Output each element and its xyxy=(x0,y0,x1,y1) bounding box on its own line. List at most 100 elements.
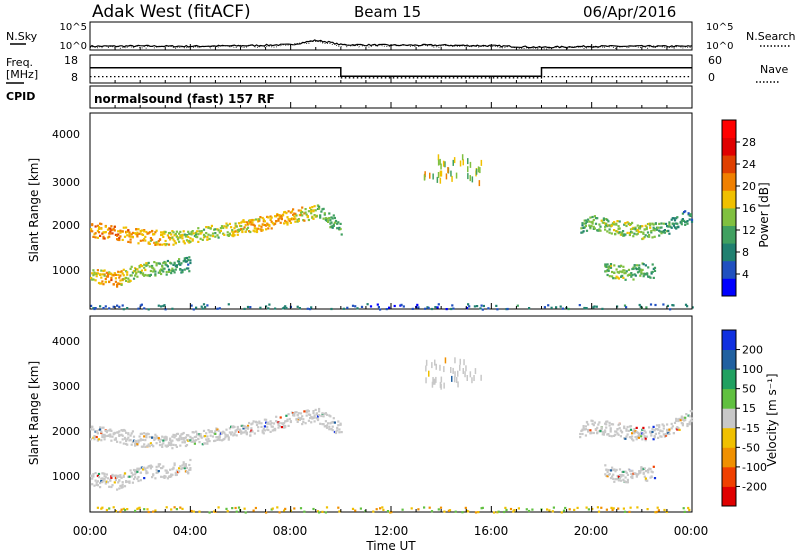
scatter-cell xyxy=(103,237,106,240)
scatter-cell xyxy=(258,422,261,425)
scatter-cell xyxy=(134,270,137,273)
scatter-cell xyxy=(260,225,263,228)
scatter-cell xyxy=(310,212,313,215)
scatter-cell xyxy=(437,172,440,178)
velocity-colorbar-ticklabel: -15 xyxy=(742,422,760,435)
scatter-cell xyxy=(666,428,669,431)
scatter-cell xyxy=(425,365,427,372)
scatter-cell xyxy=(234,230,237,233)
scatter-cell xyxy=(187,258,190,262)
scatter-cell xyxy=(162,231,165,234)
velocity-ytick-3000: 3000 xyxy=(52,380,80,393)
scatter-cell xyxy=(624,278,627,281)
scatter-cell xyxy=(139,479,142,482)
scatter-cell xyxy=(189,261,192,265)
scatter-cell xyxy=(166,477,169,480)
scatter-cell xyxy=(437,154,440,161)
scatter-cell xyxy=(340,233,343,236)
scatter-cell xyxy=(244,426,247,430)
scatter-cell xyxy=(139,239,142,242)
scatter-cell xyxy=(137,307,140,310)
scatter-cell xyxy=(143,477,146,480)
scatter-cell xyxy=(240,432,243,435)
scatter-cell xyxy=(262,432,265,435)
scatter-cell xyxy=(663,229,666,232)
scatter-cell xyxy=(289,221,292,224)
scatter-cell xyxy=(187,230,190,233)
scatter-cell xyxy=(624,470,627,473)
scatter-cell xyxy=(161,233,164,236)
scatter-cell xyxy=(254,218,257,221)
scatter-cell xyxy=(675,427,678,430)
scatter-cell xyxy=(249,434,252,437)
scatter-cell xyxy=(153,438,156,441)
scatter-cell xyxy=(151,443,154,446)
scatter-cell xyxy=(220,225,224,228)
scatter-cell xyxy=(531,508,534,511)
scatter-cell xyxy=(301,423,304,426)
scatter-cell xyxy=(382,508,385,511)
scatter-cell xyxy=(121,481,124,484)
scatter-cell xyxy=(147,308,150,311)
scatter-cell xyxy=(111,435,114,438)
scatter-cell xyxy=(627,468,631,471)
scatter-cell xyxy=(248,230,251,233)
scatter-cell xyxy=(166,259,169,263)
scatter-cell xyxy=(143,230,146,233)
scatter-cell xyxy=(181,234,184,237)
scatter-cell xyxy=(147,433,150,436)
scatter-cell xyxy=(314,408,317,411)
scatter-cell xyxy=(126,438,129,441)
scatter-cell xyxy=(584,425,587,428)
scatter-cell xyxy=(330,421,333,424)
scatter-cell xyxy=(106,275,110,278)
scatter-cell xyxy=(117,481,120,484)
scatter-cell xyxy=(617,475,620,478)
scatter-cell xyxy=(610,232,613,235)
scatter-cell xyxy=(339,227,342,231)
scatter-cell xyxy=(170,442,173,445)
scatter-cell xyxy=(108,280,111,284)
scatter-cell xyxy=(134,444,137,447)
scatter-cell xyxy=(263,223,266,227)
scatter-cell xyxy=(591,222,594,225)
scatter-cell xyxy=(473,375,475,381)
scatter-cell xyxy=(174,241,177,244)
scatter-cell xyxy=(208,237,211,240)
scatter-cell xyxy=(680,415,683,418)
scatter-cell xyxy=(613,229,616,232)
scatter-cell xyxy=(495,304,498,307)
scatter-cell xyxy=(109,479,112,482)
scatter-cell xyxy=(614,233,617,236)
scatter-cell xyxy=(330,307,333,311)
scatter-cell xyxy=(312,209,315,212)
scatter-cell xyxy=(165,436,168,439)
scatter-cell xyxy=(171,473,174,476)
scatter-cell xyxy=(608,228,611,231)
scatter-cell xyxy=(225,226,228,229)
scatter-cell xyxy=(299,417,303,420)
scatter-cell xyxy=(234,506,237,510)
scatter-cell xyxy=(624,437,627,440)
scatter-cell xyxy=(648,467,651,470)
scatter-cell xyxy=(653,235,656,238)
scatter-cell xyxy=(187,267,190,270)
scatter-cell xyxy=(687,212,690,215)
scatter-cell xyxy=(245,432,248,435)
beam-title: Beam 15 xyxy=(354,3,421,21)
power-colorbar-segment xyxy=(722,155,736,174)
scatter-cell xyxy=(141,445,145,448)
scatter-cell xyxy=(635,426,638,429)
scatter-cell xyxy=(101,433,104,436)
scatter-cell xyxy=(646,508,649,511)
scatter-cell xyxy=(416,303,419,306)
scatter-cell xyxy=(154,509,157,512)
scatter-cell xyxy=(443,382,445,389)
velocity-colorbar-segment xyxy=(722,369,736,390)
scatter-cell xyxy=(632,235,635,238)
scatter-cell xyxy=(267,307,270,310)
scatter-cell xyxy=(402,305,405,308)
scatter-cell xyxy=(189,439,192,442)
scatter-cell xyxy=(118,238,121,242)
scatter-cell xyxy=(120,476,123,479)
